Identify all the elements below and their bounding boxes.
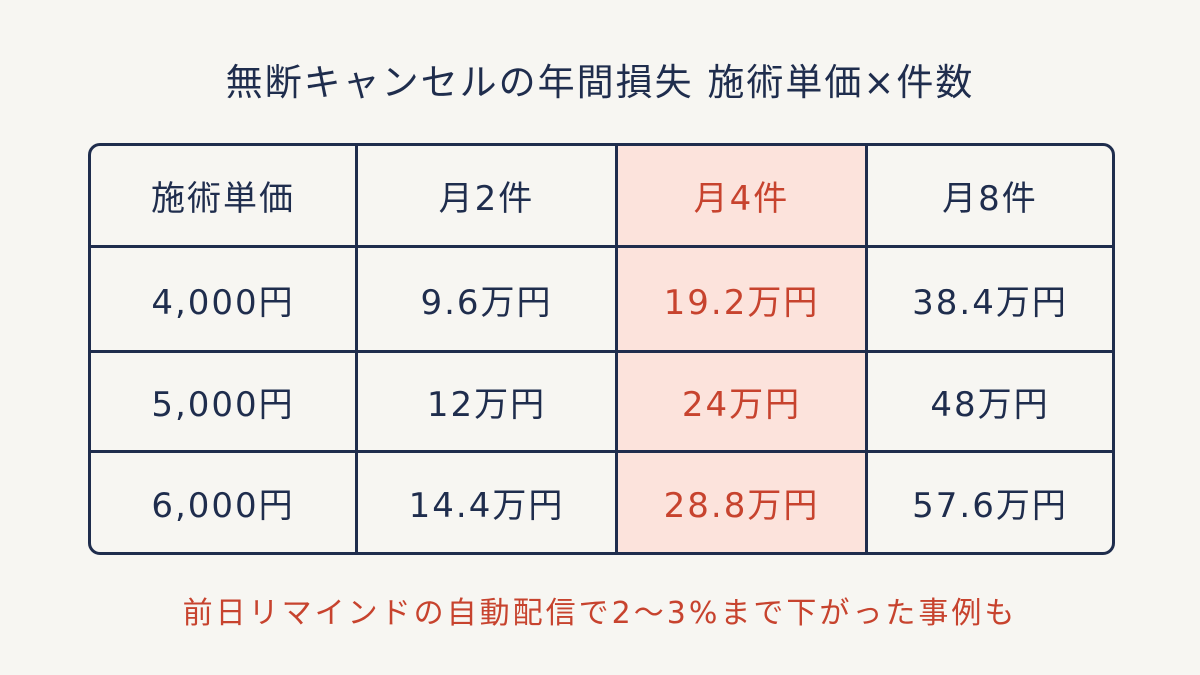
row-header: 5,000円 bbox=[91, 353, 358, 453]
column-header: 月4件 bbox=[618, 146, 868, 248]
column-header: 月8件 bbox=[868, 146, 1112, 248]
table-cell: 28.8万円 bbox=[618, 453, 868, 552]
row-header: 6,000円 bbox=[91, 453, 358, 552]
table-cell: 48万円 bbox=[868, 353, 1112, 453]
row-header: 4,000円 bbox=[91, 248, 358, 353]
footer-note: 前日リマインドの自動配信で2〜3%まで下がった事例も bbox=[182, 596, 1018, 631]
table-cell: 9.6万円 bbox=[358, 248, 618, 353]
table-cell: 24万円 bbox=[618, 353, 868, 453]
table-cell: 14.4万円 bbox=[358, 453, 618, 552]
table-cell: 12万円 bbox=[358, 353, 618, 453]
table-cell: 57.6万円 bbox=[912, 486, 1068, 526]
column-header: 月2件 bbox=[358, 146, 618, 248]
loss-table: 施術単価 月2件 月4件 月8件 4,000円 9.6万円 19.2万円 38.4万円 5,00… bbox=[88, 143, 1115, 555]
table-cell: 38.4万円 bbox=[868, 248, 1112, 353]
table-cell: 19.2万円 bbox=[618, 248, 868, 353]
title: 無断キャンセルの年間損失 施術単価×件数 bbox=[225, 61, 975, 104]
column-header: 施術単価 bbox=[91, 146, 358, 248]
